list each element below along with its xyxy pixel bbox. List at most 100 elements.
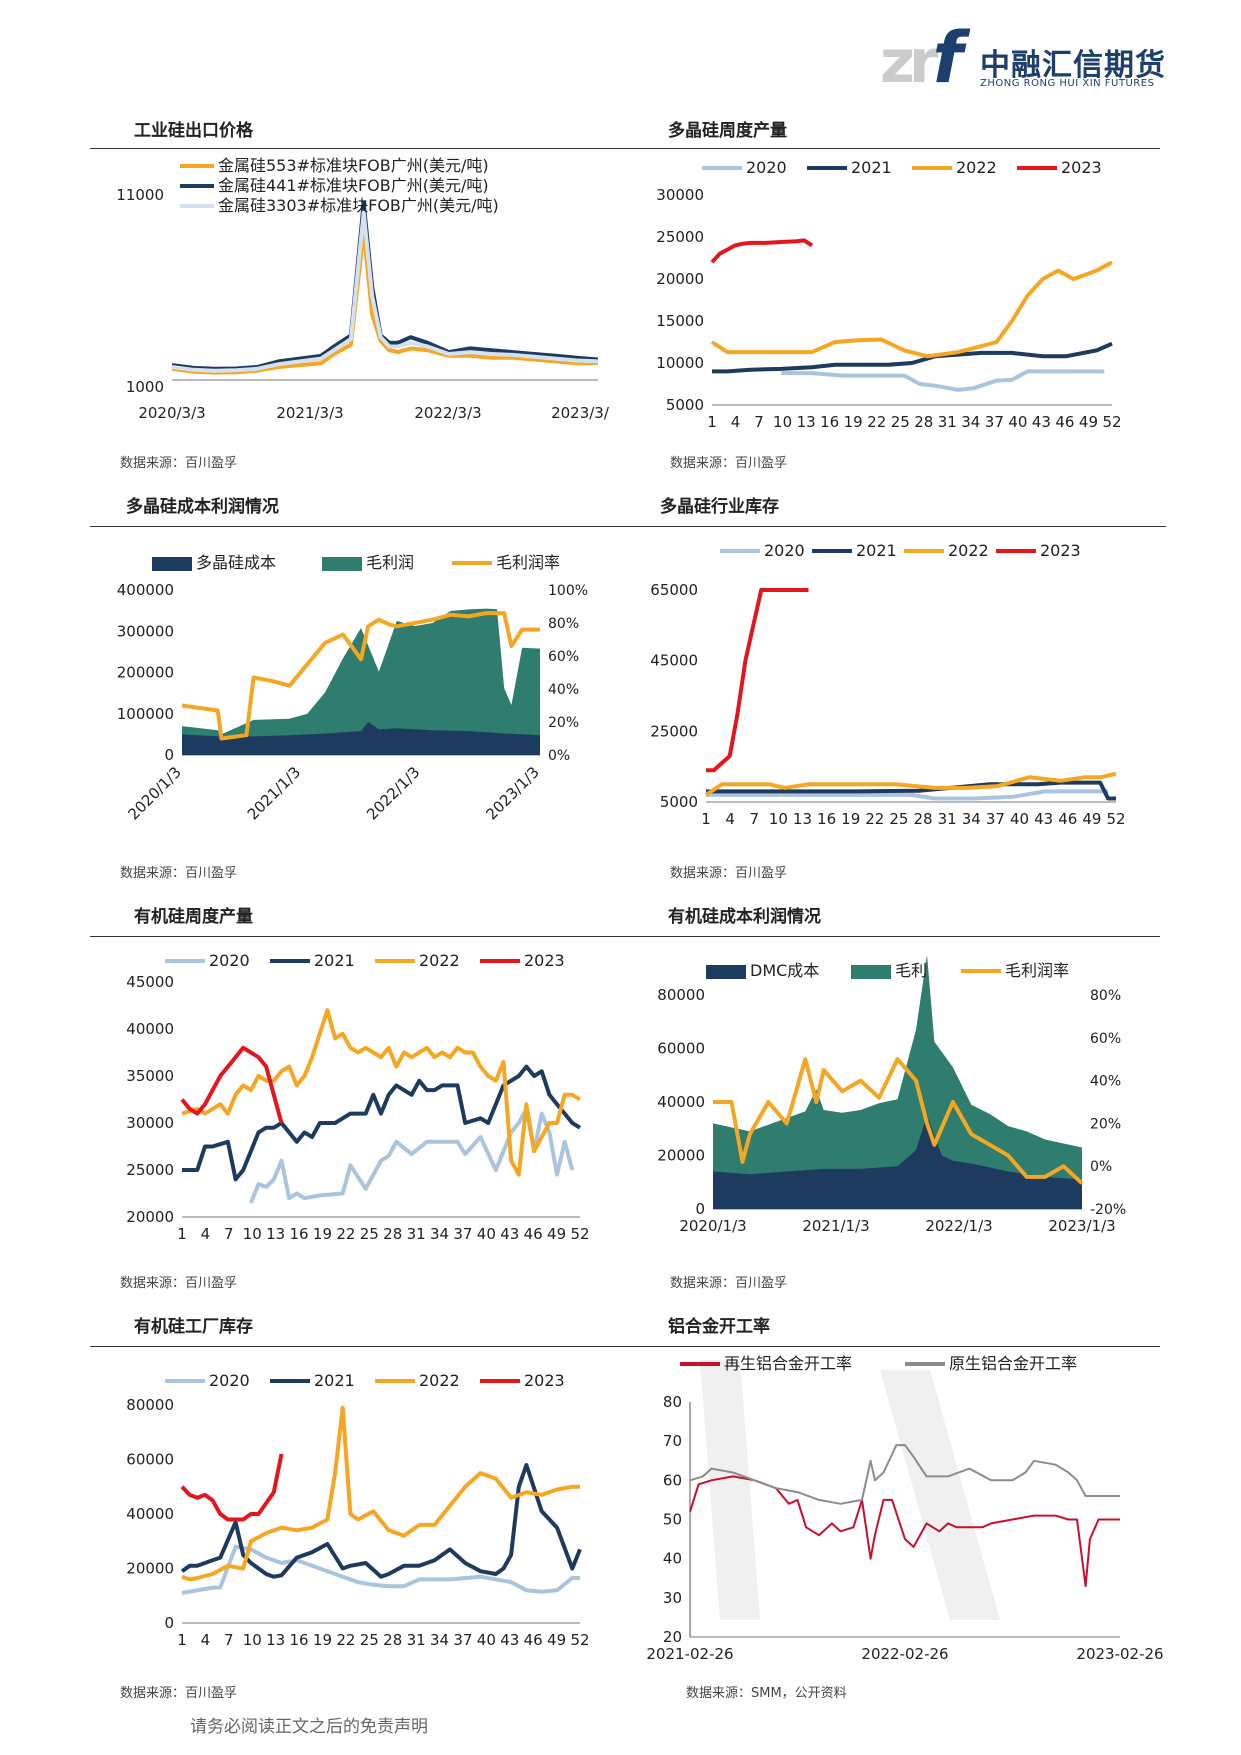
legend-label: 2023	[524, 1371, 565, 1390]
series-line-2022	[181, 1405, 580, 1582]
y-tick-label: 5000	[660, 793, 698, 811]
source-note: 数据来源：SMM，公开资料	[686, 1686, 847, 1701]
legend-label: 2022	[419, 951, 460, 970]
x-tick-label: 16	[290, 1631, 309, 1649]
x-tick-label: 34	[962, 810, 981, 828]
y-tick-label: 40000	[126, 1020, 174, 1038]
title-rule	[90, 1346, 626, 1347]
y-tick-label: 40000	[657, 1093, 705, 1111]
y-tick-label: 15000	[656, 312, 704, 330]
source-note: 数据来源：百川盈孚	[120, 1276, 238, 1291]
y-tick-label: 100000	[117, 705, 174, 723]
x-tick-label: 2022/1/3	[925, 1217, 992, 1235]
x-tick-label: 25	[891, 413, 910, 431]
x-tick-label: 37	[453, 1225, 472, 1243]
y2-tick-label: 60%	[548, 649, 579, 665]
y-tick-label: 20000	[656, 270, 704, 288]
y2-tick-label: 0%	[1090, 1159, 1112, 1175]
x-tick-label: 22	[336, 1225, 355, 1243]
x-tick-label: 34	[961, 413, 980, 431]
x-tick-label: 2023/3/	[551, 404, 610, 422]
series-line-2020	[181, 1544, 580, 1595]
x-tick-label: 16	[290, 1225, 309, 1243]
x-tick-label: 4	[201, 1631, 211, 1649]
y-tick-label: 25000	[656, 228, 704, 246]
x-tick-label: 1	[707, 413, 717, 431]
series-area-多晶硅成本	[182, 722, 540, 755]
x-tick-label: 13	[793, 810, 812, 828]
x-tick-label: 13	[266, 1225, 285, 1243]
x-tick-label: 22	[867, 413, 886, 431]
legend-label: 2021	[856, 541, 897, 560]
x-tick-label: 37	[453, 1631, 472, 1649]
y-tick-label: 60	[663, 1471, 682, 1489]
watermark-shape	[700, 1360, 760, 1620]
y-tick-label: 300000	[117, 622, 174, 640]
y-tick-label: 60000	[657, 1040, 705, 1058]
y-tick-label: 70	[663, 1432, 682, 1450]
y-tick-label: 10000	[656, 354, 704, 372]
y2-tick-label: 0%	[548, 748, 570, 764]
x-tick-label: 2021-02-26	[646, 1645, 733, 1663]
y-tick-label: 20000	[126, 1560, 174, 1578]
legend-label: 金属硅553#标准块FOB广州(美元/吨)	[218, 156, 489, 175]
y-tick-label: 80000	[657, 986, 705, 1004]
x-tick-label: 10	[243, 1631, 262, 1649]
x-tick-label: 28	[383, 1225, 402, 1243]
series-line-毛利润率	[181, 611, 540, 741]
x-tick-label: 2021/1/3	[802, 1217, 869, 1235]
x-tick-label: 4	[731, 413, 741, 431]
series-line-2021	[182, 1064, 582, 1182]
source-note: 数据来源：百川盈孚	[120, 1686, 238, 1701]
legend-label: 2020	[764, 541, 805, 560]
company-name-cn: 中融汇信期货	[980, 48, 1166, 83]
x-tick-label: 49	[547, 1631, 566, 1649]
x-tick-label: 7	[754, 413, 764, 431]
x-tick-label: 16	[817, 810, 836, 828]
panel-title-export-price: 工业硅出口价格	[134, 121, 253, 141]
y-tick-label: 20000	[126, 1208, 174, 1226]
x-tick-label: 16	[820, 413, 839, 431]
y-tick-label: 1000	[126, 378, 164, 396]
panel-title-organosilicon-inventory: 有机硅工厂库存	[134, 1317, 253, 1337]
panel-title-polysilicon-output: 多晶硅周度产量	[668, 121, 787, 141]
legend-swatch	[706, 965, 746, 979]
legend-label: 2020	[209, 1371, 250, 1390]
legend-label: 2020	[746, 158, 787, 177]
legend-label: 2020	[209, 951, 250, 970]
series-area-DMC成本	[713, 1115, 1082, 1209]
title-rule	[626, 148, 1160, 149]
x-tick-label: 46	[1058, 810, 1077, 828]
y-tick-label: 11000	[116, 186, 164, 204]
source-note: 数据来源：百川盈孚	[670, 866, 788, 881]
y-tick-label: 25000	[650, 722, 698, 740]
x-tick-label: 4	[725, 810, 735, 828]
legend-label: 2022	[956, 158, 997, 177]
legend-label: 再生铝合金开工率	[724, 1354, 852, 1373]
title-rule	[626, 1346, 1160, 1347]
y-tick-label: 40000	[126, 1505, 174, 1523]
y-tick-label: 5000	[666, 396, 704, 414]
x-tick-label: 19	[313, 1225, 332, 1243]
y2-tick-label: 40%	[548, 682, 579, 698]
x-tick-label: 22	[865, 810, 884, 828]
x-tick-label: 40	[1010, 810, 1029, 828]
panel-title-polysilicon-profit: 多晶硅成本利润情况	[126, 497, 279, 517]
legend-label: 2022	[948, 541, 989, 560]
x-tick-label: 40	[477, 1225, 496, 1243]
title-rule	[90, 936, 626, 937]
series-line-2023	[180, 1453, 284, 1522]
y-tick-label: 45000	[126, 973, 174, 991]
x-tick-label: 43	[1032, 413, 1051, 431]
x-tick-label: 49	[1079, 413, 1098, 431]
legend-swatch	[152, 557, 192, 571]
y-tick-label: 80000	[126, 1396, 174, 1414]
y2-tick-label: 80%	[1090, 988, 1121, 1004]
legend-label: 毛利润	[366, 553, 414, 572]
y-tick-label: 45000	[650, 652, 698, 670]
legend-label: 2021	[851, 158, 892, 177]
